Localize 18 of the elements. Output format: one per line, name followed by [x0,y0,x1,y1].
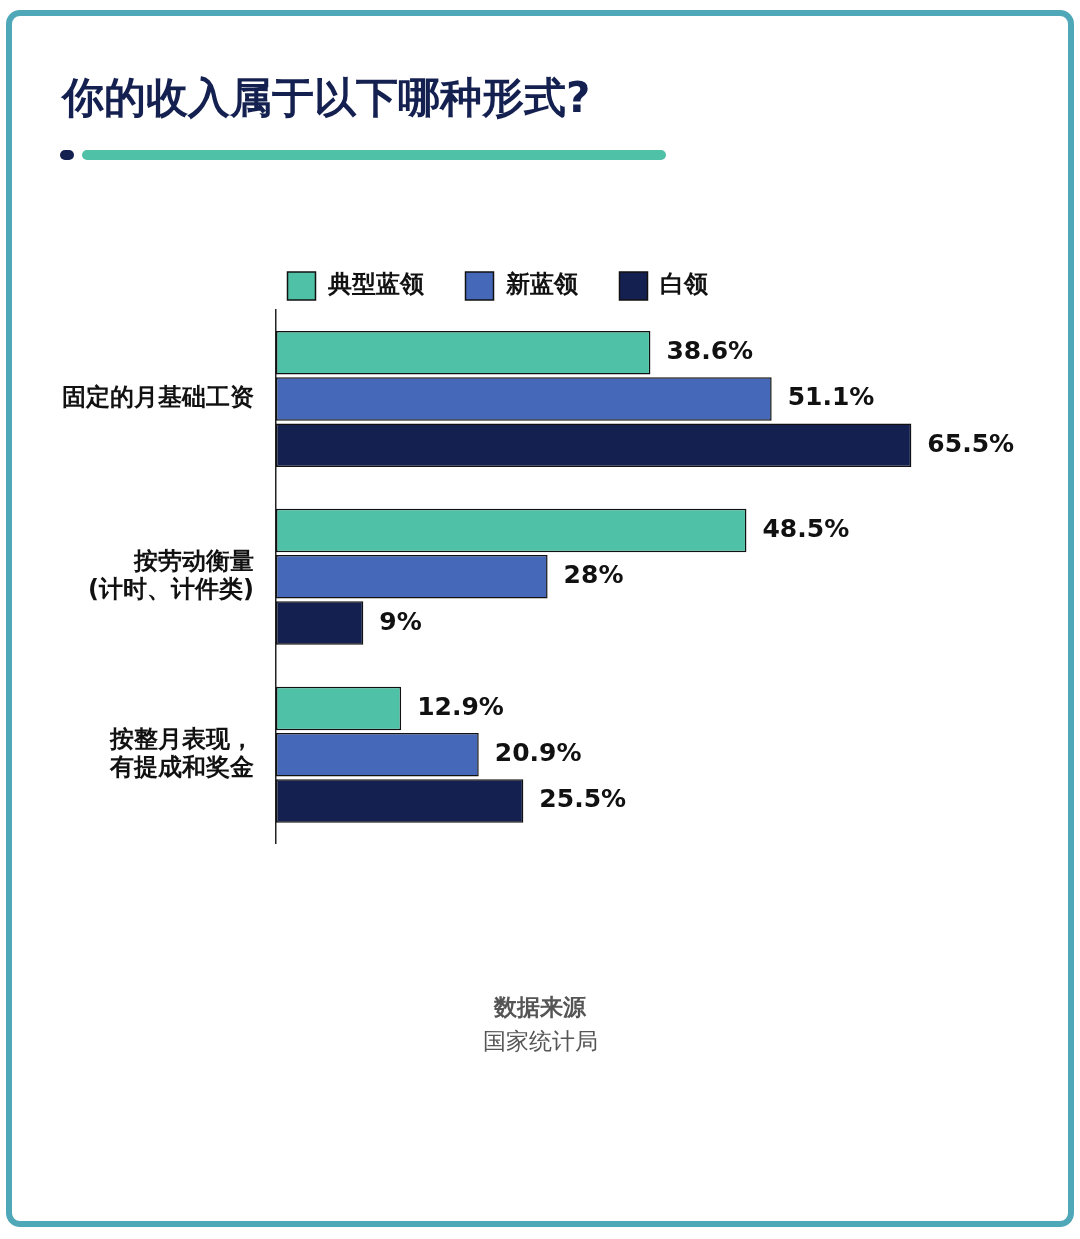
y-tick-label: 按劳动衡量(计时、计件类) [88,546,254,604]
data-label: 25.5% [539,784,627,814]
data-label: 9% [379,606,422,636]
chart-title: 你的收入属于以下哪种形式? [62,72,591,124]
y-tick-label: 固定的月基础工资 [62,383,254,412]
text: 数据来源 [492,993,587,1022]
data-label: 38.6% [666,336,754,366]
data-label: 28% [563,560,624,590]
data-label: 20.9% [494,738,582,768]
y-tick-label: 按整月表现，有提成和奖金 [109,724,254,782]
data-label: 51.1% [787,382,875,412]
legend-label: 新蓝领 [504,270,579,299]
text: 国家统计局 [481,1027,599,1056]
data-label: 48.5% [762,514,850,544]
data-label: 65.5% [927,428,1015,458]
data-label: 12.9% [417,691,504,721]
legend-label: 典型蓝领 [326,270,425,299]
legend-label: 白领 [659,270,709,299]
